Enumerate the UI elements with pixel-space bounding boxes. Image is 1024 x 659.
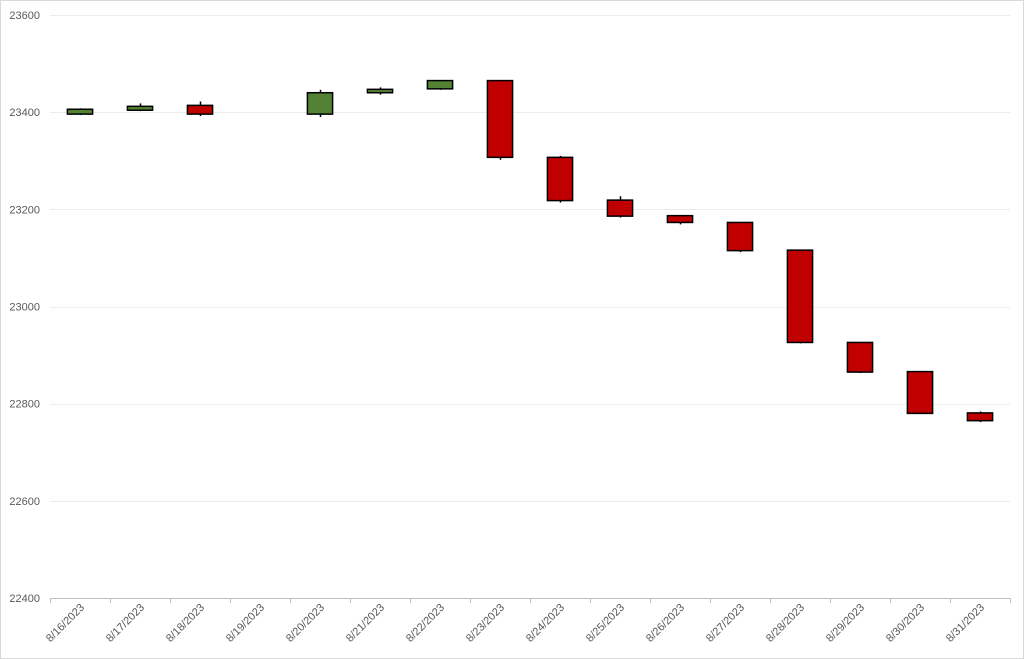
candle-body-down: [786, 249, 814, 344]
candle-body-down: [186, 104, 214, 115]
candle-body-up: [126, 105, 154, 111]
candle-body-down: [666, 214, 694, 224]
candle-body-down: [846, 341, 874, 373]
candle-8/20/2023: [306, 89, 334, 118]
candles: [66, 79, 994, 423]
y-tick-label: 22400: [9, 593, 40, 605]
x-tick-label: 8/26/2023: [644, 602, 687, 645]
candle-8/31/2023: [966, 411, 994, 423]
candle-body-down: [486, 79, 514, 159]
x-tick-label: 8/17/2023: [104, 602, 147, 645]
candle-body-down: [606, 199, 634, 217]
x-tick-label: 8/20/2023: [284, 602, 327, 645]
candle-8/18/2023: [186, 101, 214, 117]
y-tick-label: 22800: [9, 399, 40, 411]
candle-8/22/2023: [426, 79, 454, 90]
x-tick-label: 8/24/2023: [524, 602, 567, 645]
x-axis: 8/16/2023 8/17/2023 8/18/2023 8/19/2023 8/20…: [44, 598, 1011, 645]
x-tick-label: 8/22/2023: [404, 602, 447, 645]
x-tick-label: 8/28/2023: [764, 602, 807, 645]
x-tick-label: 8/31/2023: [944, 602, 987, 645]
candle-body-up: [66, 108, 94, 115]
y-tick-label: 23000: [9, 302, 40, 314]
x-tick-label: 8/30/2023: [884, 602, 927, 645]
candle-8/21/2023: [366, 87, 394, 95]
candle-8/30/2023: [906, 370, 934, 415]
y-tick-label: 23400: [9, 107, 40, 119]
candle-8/23/2023: [486, 79, 514, 160]
x-tick-label: 8/18/2023: [164, 602, 207, 645]
x-tick-label: 8/29/2023: [824, 602, 867, 645]
candle-8/29/2023: [846, 341, 874, 374]
x-tick-label: 8/25/2023: [584, 602, 627, 645]
candle-8/17/2023: [126, 103, 154, 112]
x-tick-label: 8/23/2023: [464, 602, 507, 645]
candle-8/27/2023: [726, 221, 754, 253]
candle-body-up: [366, 88, 394, 94]
candle-8/24/2023: [546, 155, 574, 203]
candle-body-down: [906, 370, 934, 415]
candle-body-down: [966, 412, 994, 422]
candle-body-down: [726, 221, 754, 252]
y-tick-label: 23200: [9, 204, 40, 216]
y-tick-label: 22600: [9, 496, 40, 508]
candle-8/26/2023: [666, 214, 694, 225]
x-tick-label: 8/27/2023: [704, 602, 747, 645]
grid-lines: [50, 15, 1010, 502]
candle-body-down: [546, 156, 574, 202]
x-tick-label: 8/19/2023: [224, 602, 267, 645]
candle-8/28/2023: [786, 249, 814, 344]
y-axis: 22400 22600 22800 23000 23200 23400 23600: [9, 10, 40, 605]
candle-8/25/2023: [606, 196, 634, 218]
x-tick-label: 8/21/2023: [344, 602, 387, 645]
y-tick-label: 23600: [9, 10, 40, 22]
x-tick-label: 8/16/2023: [44, 602, 87, 645]
candle-body-up: [426, 79, 454, 90]
candle-body-up: [306, 91, 334, 115]
candle-8/16/2023: [66, 108, 94, 116]
